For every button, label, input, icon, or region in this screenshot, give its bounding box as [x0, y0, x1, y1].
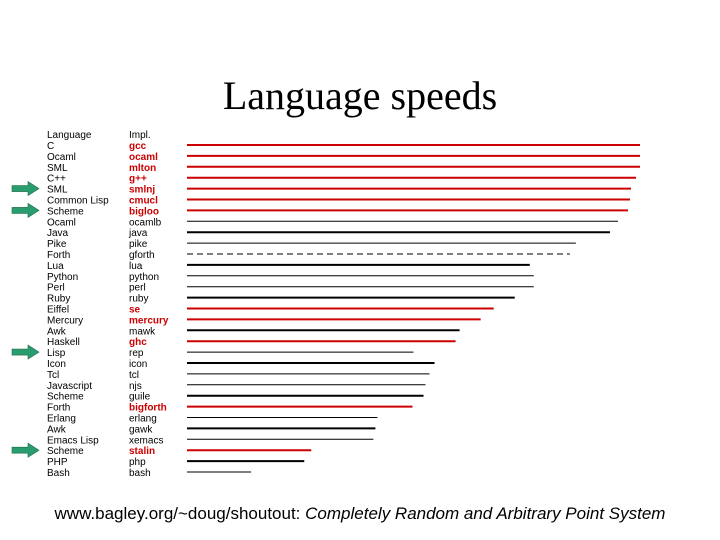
- row-impl-label: erlang: [129, 414, 157, 425]
- row-impl-label: xemacs: [129, 435, 163, 446]
- row-language-label: Ocaml: [47, 217, 76, 228]
- row-language-label: Java: [47, 228, 69, 239]
- slide-title: Language speeds: [222, 73, 498, 118]
- row-impl-label: ocamlb: [129, 217, 162, 228]
- row-language-label: Icon: [47, 359, 66, 370]
- row-impl-label: pike: [129, 239, 148, 250]
- row-impl-label: njs: [129, 381, 142, 392]
- row-impl-label: gawk: [129, 424, 153, 435]
- row-language-label: SML: [47, 185, 68, 196]
- row-language-label: Lisp: [47, 348, 66, 359]
- row-impl-label: java: [128, 228, 148, 239]
- row-language-label: Scheme: [47, 206, 84, 217]
- row-language-label: Awk: [47, 326, 67, 337]
- row-language-label: Javascript: [47, 381, 92, 392]
- row-impl-label: bigloo: [129, 206, 159, 217]
- row-language-label: Emacs Lisp: [47, 435, 99, 446]
- row-language-label: Tcl: [47, 370, 59, 381]
- row-impl-label: g++: [129, 174, 147, 185]
- row-language-label: C: [47, 141, 54, 152]
- row-language-label: Haskell: [47, 337, 80, 348]
- row-impl-label: bash: [129, 468, 151, 479]
- row-impl-label: icon: [129, 359, 147, 370]
- row-language-label: Scheme: [47, 392, 84, 403]
- row-impl-label: perl: [129, 283, 146, 294]
- row-impl-label: se: [129, 305, 141, 316]
- row-language-label: Perl: [47, 283, 65, 294]
- row-impl-label: smlnj: [129, 185, 155, 196]
- row-impl-label: gforth: [129, 250, 155, 261]
- header-impl: Impl.: [129, 130, 151, 141]
- row-language-label: Python: [47, 272, 78, 283]
- footer-caption: Completely Random and Arbitrary Point Sy…: [305, 504, 666, 523]
- row-language-label: Mercury: [47, 315, 83, 326]
- row-impl-label: tcl: [129, 370, 139, 381]
- row-impl-label: lua: [129, 261, 143, 272]
- row-impl-label: rep: [129, 348, 144, 359]
- row-impl-label: python: [129, 272, 159, 283]
- row-impl-label: bigforth: [129, 403, 167, 414]
- row-impl-label: stalin: [129, 446, 155, 457]
- highlight-arrow-icon: [11, 181, 40, 197]
- row-language-label: Forth: [47, 403, 70, 414]
- row-language-label: Lua: [47, 261, 64, 272]
- row-impl-label: cmucl: [129, 196, 158, 207]
- row-impl-label: ruby: [129, 294, 148, 305]
- row-impl-label: mercury: [129, 315, 169, 326]
- row-language-label: Awk: [47, 424, 67, 435]
- row-language-label: Ruby: [47, 294, 70, 305]
- row-language-label: Scheme: [47, 446, 84, 457]
- row-impl-label: mlton: [129, 163, 156, 174]
- row-language-label: Pike: [47, 239, 67, 250]
- row-language-label: Ocaml: [47, 152, 76, 163]
- highlight-arrow-icon: [11, 442, 40, 458]
- row-language-label: SML: [47, 163, 68, 174]
- row-language-label: PHP: [47, 457, 68, 468]
- row-impl-label: guile: [129, 392, 151, 403]
- highlight-arrow-icon: [11, 344, 40, 360]
- row-impl-label: mawk: [129, 326, 156, 337]
- row-language-label: Eiffel: [47, 305, 69, 316]
- language-speed-chart: Language Impl. C gcc Ocaml ocaml SML mlton C++ g+…: [11, 130, 640, 479]
- footer: www.bagley.org/~doug/shoutout: Completel…: [0, 504, 720, 524]
- row-impl-label: gcc: [129, 141, 147, 152]
- row-language-label: Forth: [47, 250, 70, 261]
- highlight-arrow-icon: [11, 202, 40, 218]
- row-language-label: C++: [47, 174, 66, 185]
- row-impl-label: php: [129, 457, 146, 468]
- row-impl-label: ghc: [129, 337, 147, 348]
- header-language: Language: [47, 130, 92, 141]
- row-language-label: Bash: [47, 468, 70, 479]
- row-language-label: Common Lisp: [47, 196, 109, 207]
- row-impl-label: ocaml: [129, 152, 158, 163]
- row-language-label: Erlang: [47, 414, 76, 425]
- footer-url: www.bagley.org/~doug/shoutout:: [54, 504, 301, 523]
